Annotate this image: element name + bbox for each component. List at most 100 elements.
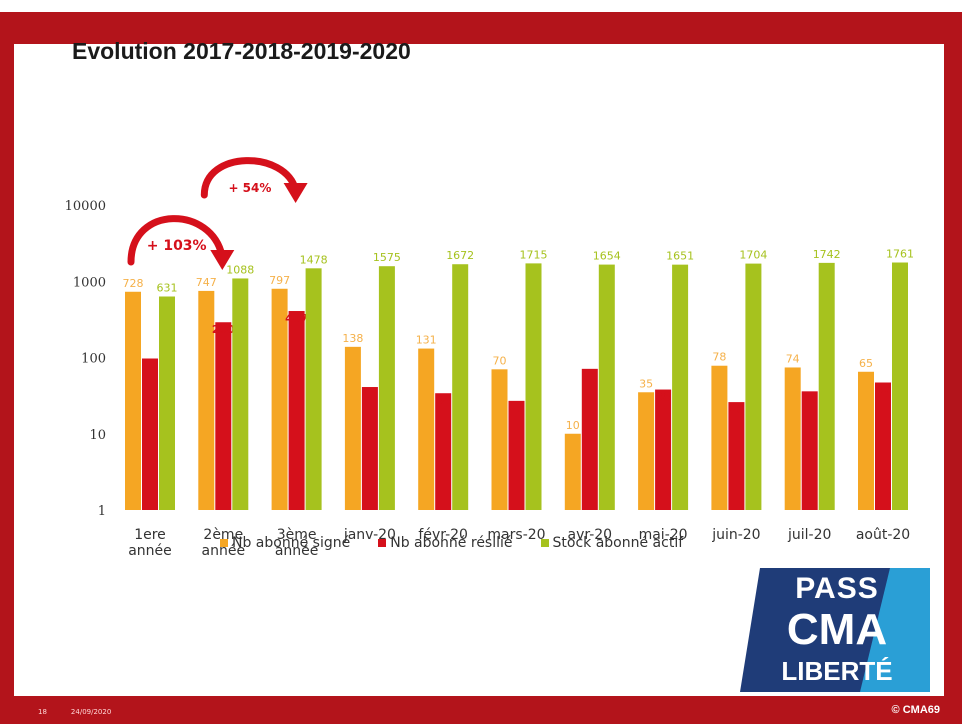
data-label-s0-c4: 131 xyxy=(416,334,437,347)
data-label-s2-c1: 1088 xyxy=(226,263,254,276)
bar-s1-c7 xyxy=(655,389,672,510)
bar-s2-c4 xyxy=(452,264,469,510)
category-label-6-0: avr-20 xyxy=(568,527,613,543)
legend-label-cancelled: Nb abonné résilié xyxy=(390,535,513,551)
category-label-2-0: 3ème xyxy=(277,527,317,543)
growth-annotation-1: + 54% xyxy=(228,181,271,195)
footer-left: 18 24/09/2020 xyxy=(38,708,111,716)
bar-s0-c0 xyxy=(125,291,141,510)
category-label-8-0: juin-20 xyxy=(711,527,760,543)
logo-line-1: PASS xyxy=(795,572,879,605)
category-label-9-0: juil-20 xyxy=(787,527,831,543)
data-label-s1-c1: 290 xyxy=(212,323,235,336)
bar-s1-c10 xyxy=(875,382,891,510)
legend-item-signed: Nb abonné signé xyxy=(220,535,350,551)
data-label-s0-c7: 35 xyxy=(639,377,653,390)
logo-line-3: LIBERTÉ xyxy=(781,656,893,686)
footer-date: 24/09/2020 xyxy=(70,708,112,716)
category-label-1-1: année xyxy=(202,543,246,559)
bar-s2-c7 xyxy=(672,264,689,510)
bar-s0-c7 xyxy=(638,392,655,510)
category-label-7-0: mai-20 xyxy=(639,527,688,543)
data-label-s2-c6: 1654 xyxy=(593,250,621,263)
data-label-s2-c10: 1761 xyxy=(886,248,914,261)
bar-s2-c3 xyxy=(378,266,395,510)
legend-swatch-signed xyxy=(220,539,228,547)
category-label-4-0: févr-20 xyxy=(418,527,468,543)
data-label-s2-c9: 1742 xyxy=(813,248,841,261)
data-label-s2-c7: 1651 xyxy=(666,250,694,263)
y-tick-label-0: 1 xyxy=(98,504,106,519)
category-label-10-0: août-20 xyxy=(856,527,910,543)
data-label-s0-c9: 74 xyxy=(786,352,800,365)
data-label-s1-c4: 34 xyxy=(436,394,452,407)
data-label-s0-c8: 78 xyxy=(712,351,726,364)
growth-arrow-1 xyxy=(200,157,300,199)
bar-s1-c2 xyxy=(288,311,305,510)
bar-s2-c8 xyxy=(745,263,762,510)
bar-s2-c5 xyxy=(525,263,542,510)
bar-s1-c3 xyxy=(361,387,378,510)
legend-label-signed: Nb abonné signé xyxy=(232,535,351,551)
bar-s2-c6 xyxy=(598,264,615,510)
bar-s0-c8 xyxy=(711,365,728,510)
data-label-s1-c3: 41 xyxy=(362,388,377,401)
bar-s2-c10 xyxy=(892,262,908,510)
data-label-s2-c0: 631 xyxy=(157,281,178,294)
growth-arrowhead-0 xyxy=(210,250,235,270)
data-label-s0-c6: 10 xyxy=(566,419,580,432)
growth-annotation-0: + 103% xyxy=(147,238,207,254)
y-tick-label-2: 100 xyxy=(81,352,106,367)
data-label-s1-c5: 27 xyxy=(509,402,524,415)
logo-shape xyxy=(740,568,930,692)
bar-s0-c10 xyxy=(858,371,874,510)
data-label-s2-c3: 1575 xyxy=(373,251,401,264)
data-label-s0-c10: 65 xyxy=(859,357,873,370)
data-label-s2-c5: 1715 xyxy=(520,248,548,261)
legend-swatch-active xyxy=(540,539,549,547)
bar-s2-c1 xyxy=(232,278,249,510)
bar-s0-c3 xyxy=(344,346,361,510)
footer-copyright: © CMA69 xyxy=(891,704,940,716)
data-label-s1-c6: 71 xyxy=(582,370,597,383)
category-label-5-0: mars-20 xyxy=(487,527,545,543)
legend-item-active: Stock abonné actif xyxy=(540,535,683,551)
data-label-s2-c4: 1672 xyxy=(446,249,474,262)
bar-s1-c9 xyxy=(801,391,818,510)
footer-page-number: 18 xyxy=(38,708,47,716)
data-label-s1-c2: 407 xyxy=(285,312,308,325)
bar-s0-c1 xyxy=(198,290,215,510)
category-label-0-0: 1ere xyxy=(134,527,166,543)
top-strip xyxy=(0,0,962,12)
bar-s1-c8 xyxy=(728,402,745,510)
bar-s2-c0 xyxy=(159,296,175,510)
growth-arrow-0 xyxy=(127,215,226,266)
pass-cma-liberte-logo: PASS CMA LIBERTÉ xyxy=(740,568,930,692)
chart-title: Evolution 2017-2018-2019-2020 xyxy=(72,38,411,64)
data-label-s1-c9: 36 xyxy=(802,392,818,405)
bar-s0-c4 xyxy=(418,348,435,510)
logo-line-2: CMA xyxy=(786,605,888,654)
data-label-s0-c2: 797 xyxy=(269,274,290,287)
bar-s0-c9 xyxy=(784,367,801,510)
data-label-s0-c3: 138 xyxy=(342,332,363,345)
legend-item-cancelled: Nb abonné résilié xyxy=(378,535,513,551)
data-label-s0-c1: 747 xyxy=(196,276,217,289)
data-label-s0-c0: 728 xyxy=(123,277,144,290)
bar-s0-c2 xyxy=(271,288,288,510)
bar-s1-c4 xyxy=(435,393,452,510)
growth-arrowhead-1 xyxy=(283,183,308,203)
data-label-s1-c7: 38 xyxy=(655,391,670,404)
data-label-s0-c5: 70 xyxy=(493,354,507,367)
data-label-s2-c8: 1704 xyxy=(739,249,767,262)
y-tick-label-1: 10 xyxy=(89,428,106,443)
data-label-s1-c8: 26 xyxy=(729,403,745,416)
data-label-s1-c0: 97 xyxy=(142,360,157,373)
y-tick-label-4: 10000 xyxy=(65,199,106,214)
data-label-s2-c2: 1478 xyxy=(300,253,328,266)
y-tick-label-3: 1000 xyxy=(73,275,106,290)
bar-s0-c5 xyxy=(491,369,508,510)
bar-s1-c5 xyxy=(508,400,525,510)
bar-s2-c9 xyxy=(818,262,835,510)
